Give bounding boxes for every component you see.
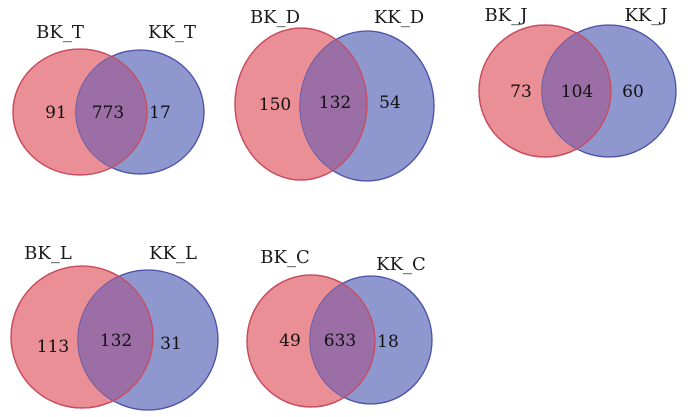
overlap-region: [310, 276, 375, 404]
intersection-count: 104: [561, 82, 593, 102]
left-only-count: 49: [279, 331, 301, 351]
left-set-label: BK_D: [250, 7, 300, 28]
right-set-label: KK_D: [374, 7, 424, 28]
right-set-label: KK_L: [149, 243, 197, 264]
right-only-count: 31: [160, 334, 182, 354]
right-only-count: 60: [622, 82, 644, 102]
left-set-label: BK_L: [24, 243, 72, 264]
venn-diagram: BK_D KK_D 150 132 54: [234, 7, 435, 182]
venn-diagram: BK_L KK_L 113 132 31: [10, 243, 219, 411]
intersection-count: 773: [92, 103, 124, 123]
left-set-outline: [478, 24, 612, 158]
left-only-count: 73: [510, 82, 532, 102]
left-only-count: 150: [259, 95, 291, 115]
venn-diagram: BK_J KK_J 73 104 60: [478, 5, 677, 158]
left-set-outline: [12, 48, 148, 176]
overlap-region: [300, 31, 367, 181]
left-only-count: 91: [45, 103, 67, 123]
intersection-count: 132: [100, 331, 132, 351]
left-set-outline: [10, 265, 154, 409]
right-set-label: KK_C: [376, 254, 426, 275]
left-set-outline: [234, 27, 368, 181]
overlap-region: [78, 270, 153, 408]
venn-diagram: BK_C KK_C 49 633 18: [246, 247, 433, 408]
left-set-label: BK_J: [485, 5, 528, 26]
right-only-count: 54: [379, 93, 401, 113]
overlap-region: [542, 25, 611, 157]
right-set-label: KK_T: [148, 22, 196, 43]
venn-diagram: BK_T KK_T 91 773 17: [12, 22, 205, 176]
left-set-outline: [246, 274, 376, 408]
left-set-label: BK_C: [260, 247, 309, 268]
intersection-count: 633: [324, 331, 356, 351]
left-only-count: 113: [37, 337, 69, 357]
right-only-count: 18: [377, 332, 399, 352]
right-set-label: KK_J: [624, 5, 667, 26]
overlap-region: [76, 50, 147, 174]
intersection-count: 132: [319, 93, 351, 113]
right-only-count: 17: [149, 103, 171, 123]
left-set-label: BK_T: [36, 22, 84, 43]
